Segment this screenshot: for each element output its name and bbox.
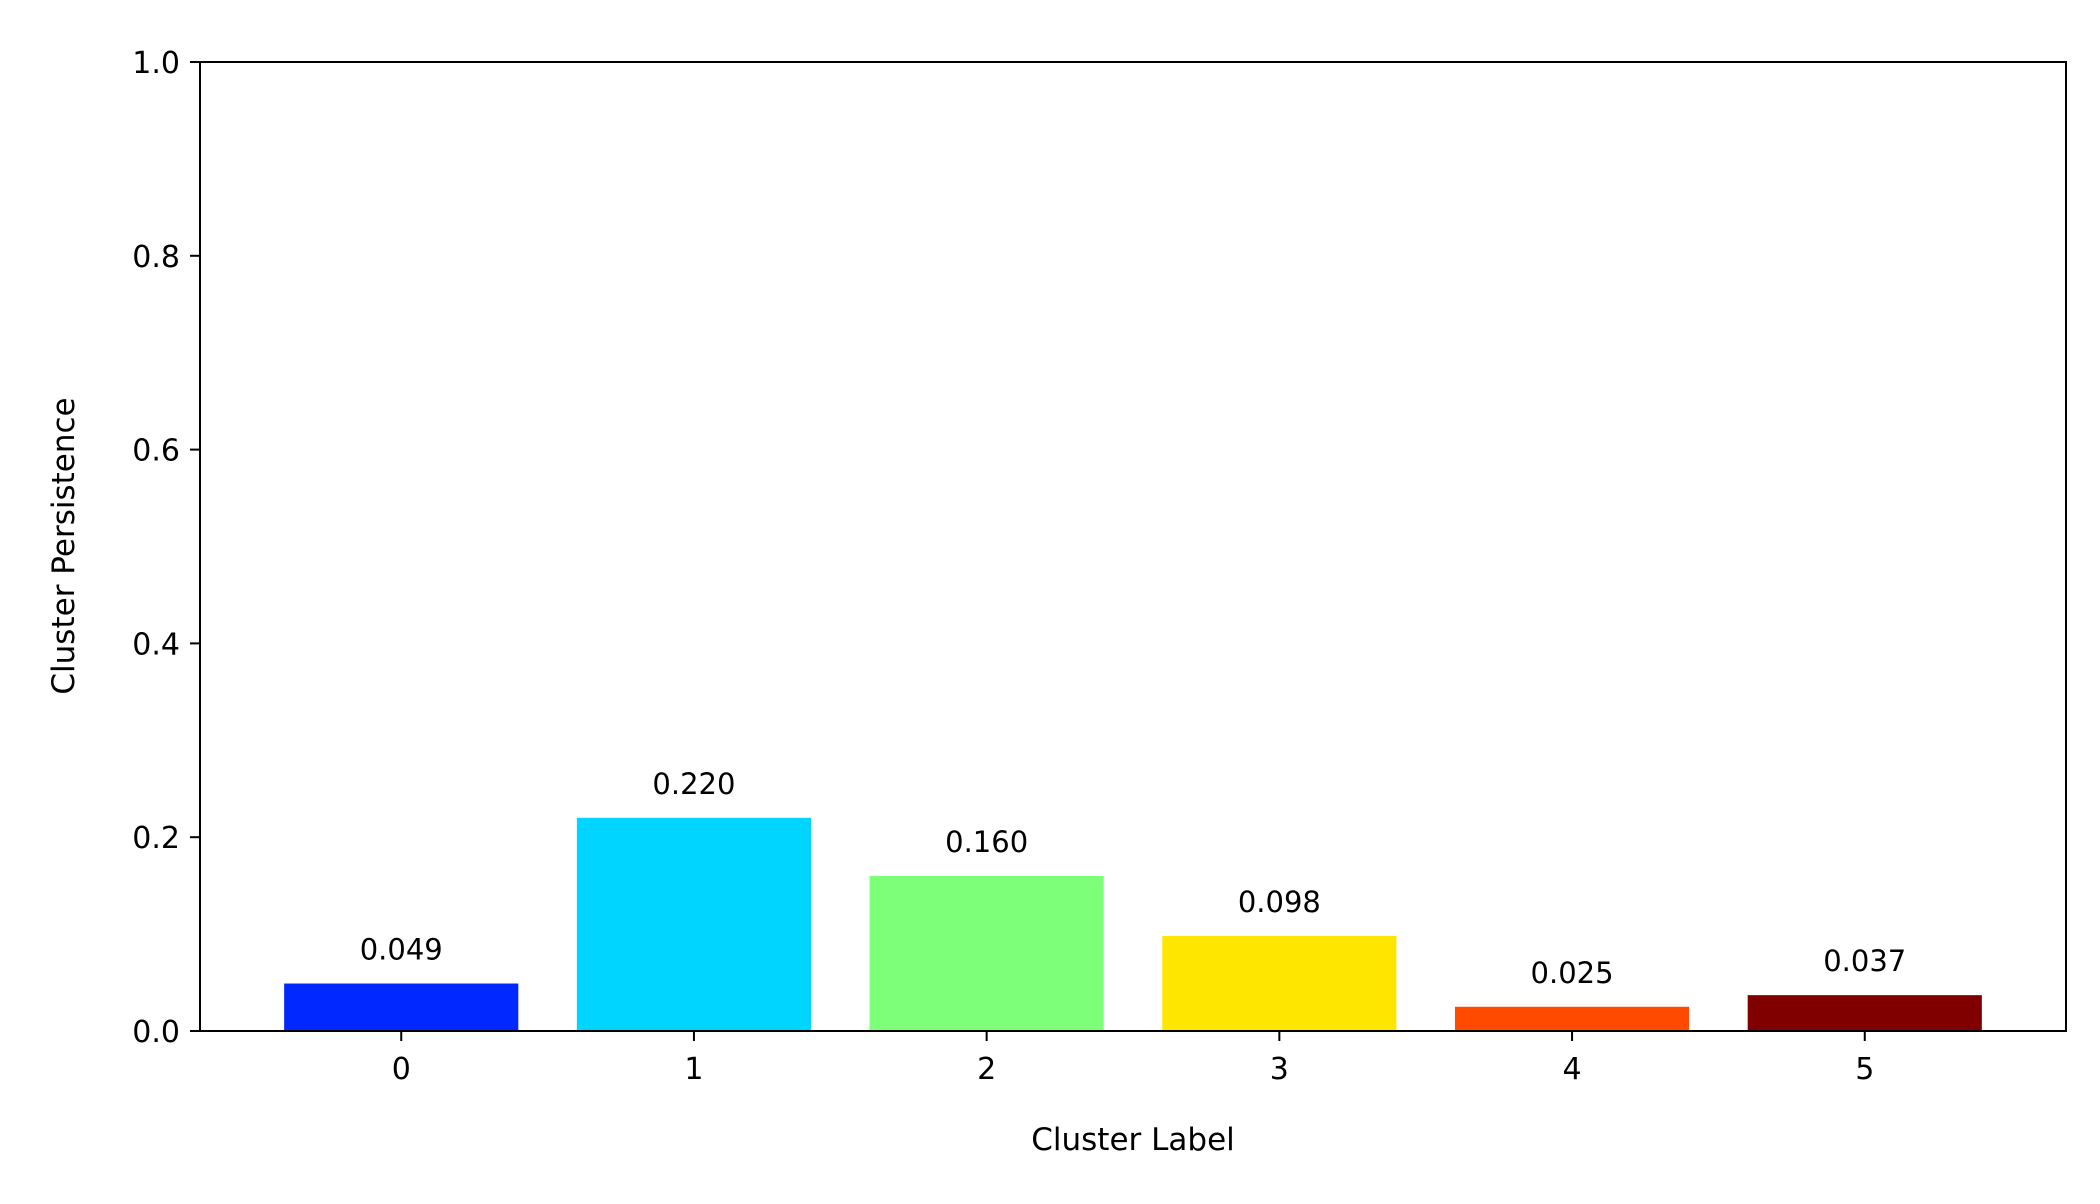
y-tick-label-1: 0.2	[132, 821, 180, 856]
data-label-0: 0.049	[360, 933, 443, 967]
y-axis-title: Cluster Persistence	[46, 397, 82, 694]
bar-1	[576, 817, 812, 1031]
y-tick-label-2: 0.4	[132, 627, 180, 662]
data-labels-layer: 0.049 0.220 0.160 0.098 0.025 0.037	[360, 767, 1907, 990]
plot-frame	[199, 61, 2067, 1032]
bar-0	[284, 983, 519, 1031]
bar-3	[1162, 936, 1397, 1031]
y-axis-ticks: 0.0 0.2 0.4 0.6 0.8 1.0	[132, 46, 200, 1050]
bars-layer	[284, 817, 1982, 1031]
y-tick-label-0: 0.0	[132, 1015, 180, 1050]
plot-background	[200, 62, 2066, 1031]
data-label-5: 0.037	[1823, 944, 1906, 978]
data-label-4: 0.025	[1531, 956, 1614, 990]
y-tick-label-4: 0.8	[132, 240, 180, 275]
bar-2	[869, 875, 1104, 1031]
bar-5	[1747, 995, 1982, 1031]
y-tick-label-5: 1.0	[132, 46, 180, 81]
y-tick-label-3: 0.6	[132, 434, 180, 469]
data-label-1: 0.220	[652, 767, 735, 801]
x-tick-label-2: 2	[977, 1052, 996, 1087]
x-tick-label-1: 1	[684, 1052, 703, 1087]
data-label-3: 0.098	[1238, 885, 1321, 919]
x-tick-label-3: 3	[1270, 1052, 1289, 1087]
bar-4	[1454, 1006, 1690, 1031]
x-axis-title: Cluster Label	[1031, 1122, 1235, 1158]
x-axis-ticks: 0 1 2 3 4 5	[392, 1031, 1874, 1087]
x-tick-label-0: 0	[392, 1052, 411, 1087]
data-label-2: 0.160	[945, 825, 1028, 859]
x-tick-label-5: 5	[1855, 1052, 1874, 1087]
x-tick-label-4: 4	[1563, 1052, 1582, 1087]
